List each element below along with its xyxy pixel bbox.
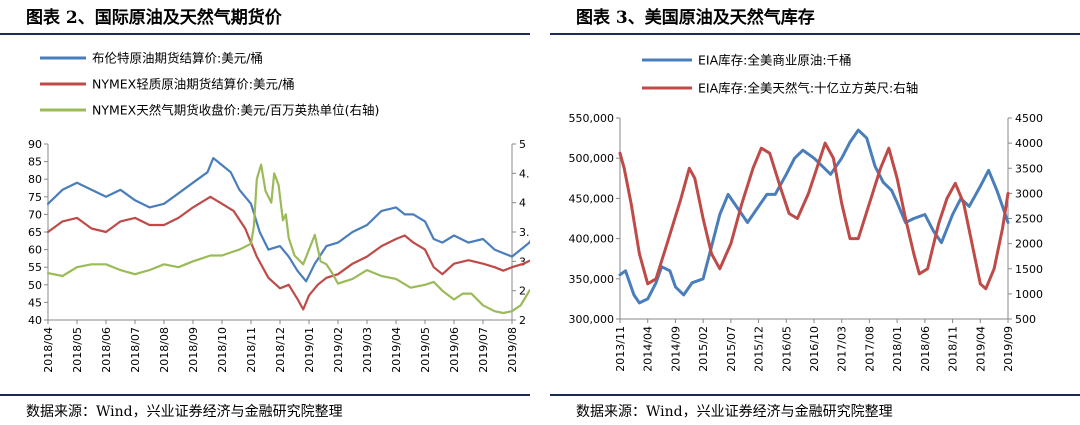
y-right-tick-label: 3.5 bbox=[519, 226, 530, 239]
x-tick-label: 2018/07 bbox=[129, 327, 142, 373]
x-tick-label: 2018/10 bbox=[216, 327, 229, 373]
legend-label: NYMEX轻质原油期货结算价:美元/桶 bbox=[92, 77, 295, 92]
x-tick-label: 2019/08 bbox=[506, 327, 519, 373]
y-left-tick-label: 300,000 bbox=[569, 313, 615, 326]
y-right-tick-label: 5 bbox=[519, 138, 526, 151]
y-right-tick-label: 2500 bbox=[1015, 213, 1043, 226]
series-line-1 bbox=[46, 157, 530, 283]
y-left-tick-label: 350,000 bbox=[569, 273, 615, 286]
y-left-tick-label: 85 bbox=[28, 156, 42, 169]
left-chart-source: 数据来源：Wind，兴业证券经济与金融研究院整理 bbox=[26, 404, 343, 420]
right-chart-source: 数据来源：Wind，兴业证券经济与金融研究院整理 bbox=[576, 404, 893, 420]
left-chart-svg: 布伦特原油期货结算价:美元/桶 NYMEX轻质原油期货结算价:美元/桶 NYMEX天… bbox=[28, 51, 530, 373]
y-right-tick-label: 2 bbox=[519, 314, 526, 327]
series-line-2 bbox=[618, 141, 1010, 291]
left-chart-title: 图表 2、国际原油及天然气期货价 bbox=[26, 8, 282, 28]
y-left-tick-label: 80 bbox=[28, 173, 42, 186]
x-tick-label: 2014/09 bbox=[669, 326, 682, 372]
x-tick-label: 2019/03 bbox=[361, 327, 374, 373]
right-chart-panel: 图表 3、美国原油及天然气库存 EIA库存:全美商业原油:千桶 EIA库存:全美天… bbox=[550, 0, 1080, 425]
y-right-tick-label: 4.5 bbox=[519, 167, 530, 180]
x-tick-label: 2019/02 bbox=[332, 327, 345, 373]
y-right-tick-label: 3 bbox=[519, 255, 526, 268]
x-tick-label: 2018/11 bbox=[245, 327, 258, 373]
y-left-tick-label: 65 bbox=[28, 226, 42, 239]
right-source-rule bbox=[550, 394, 1080, 396]
legend-label: NYMEX天然气期货收盘价:美元/百万英热单位(右轴) bbox=[92, 103, 379, 118]
y-left-tick-label: 50 bbox=[28, 279, 42, 292]
x-tick-label: 2017/08 bbox=[863, 326, 876, 372]
y-left-tick-label: 500,000 bbox=[569, 152, 615, 165]
x-tick-label: 2018/05 bbox=[71, 327, 84, 373]
x-tick-label: 2014/04 bbox=[642, 326, 655, 372]
left-chart-panel: 图表 2、国际原油及天然气期货价 布伦特原油期货结算价:美元/桶 NYMEX轻质原… bbox=[0, 0, 530, 425]
series-line-3 bbox=[46, 163, 530, 315]
y-left-tick-label: 450,000 bbox=[569, 192, 615, 205]
x-tick-label: 2015/12 bbox=[753, 326, 766, 372]
y-right-tick-label: 4500 bbox=[1015, 112, 1043, 125]
x-tick-label: 2016/05 bbox=[780, 326, 793, 372]
series-line-1 bbox=[618, 128, 1010, 305]
y-left-tick-label: 60 bbox=[28, 244, 42, 257]
y-right-tick-label: 1500 bbox=[1015, 263, 1043, 276]
y-left-tick-label: 40 bbox=[28, 314, 42, 327]
y-right-tick-label: 4 bbox=[519, 197, 526, 210]
x-tick-label: 2019/04 bbox=[974, 326, 987, 372]
y-right-tick-label: 4000 bbox=[1015, 137, 1043, 150]
x-tick-label: 2018/09 bbox=[187, 327, 200, 373]
x-tick-label: 2017/03 bbox=[836, 326, 849, 372]
y-right-tick-label: 2.5 bbox=[519, 285, 530, 298]
right-title-rule bbox=[550, 33, 1080, 35]
x-tick-label: 2018/01 bbox=[891, 326, 904, 372]
x-tick-label: 2018/06 bbox=[919, 326, 932, 372]
series-line-2 bbox=[46, 195, 530, 311]
y-left-tick-label: 400,000 bbox=[569, 233, 615, 246]
x-tick-label: 2013/11 bbox=[614, 326, 627, 372]
x-tick-label: 2016/10 bbox=[808, 326, 821, 372]
x-tick-label: 2019/01 bbox=[303, 327, 316, 373]
right-chart-svg: EIA库存:全美商业原油:千桶 EIA库存:全美天然气:十亿立方英尺:右轴 300,… bbox=[569, 53, 1044, 372]
x-tick-label: 2015/07 bbox=[725, 326, 738, 372]
y-right-tick-label: 1000 bbox=[1015, 288, 1043, 301]
y-left-tick-label: 90 bbox=[28, 138, 42, 151]
y-right-tick-label: 3000 bbox=[1015, 187, 1043, 200]
y-left-tick-label: 75 bbox=[28, 191, 42, 204]
y-right-tick-label: 3500 bbox=[1015, 162, 1043, 175]
y-left-tick-label: 45 bbox=[28, 296, 42, 309]
x-tick-label: 2018/04 bbox=[42, 327, 55, 373]
y-left-tick-label: 70 bbox=[28, 208, 42, 221]
y-right-tick-label: 2000 bbox=[1015, 238, 1043, 251]
x-tick-label: 2015/02 bbox=[697, 326, 710, 372]
x-tick-label: 2019/04 bbox=[390, 327, 403, 373]
x-tick-label: 2018/06 bbox=[100, 327, 113, 373]
x-tick-label: 2018/11 bbox=[947, 326, 960, 372]
left-source-rule bbox=[0, 394, 530, 396]
y-left-tick-label: 550,000 bbox=[569, 112, 615, 125]
y-left-tick-label: 55 bbox=[28, 261, 42, 274]
right-chart-title: 图表 3、美国原油及天然气库存 bbox=[576, 8, 815, 28]
x-tick-label: 2019/09 bbox=[1002, 326, 1015, 372]
legend-label: EIA库存:全美商业原油:千桶 bbox=[698, 53, 852, 68]
x-tick-label: 2019/05 bbox=[419, 327, 432, 373]
x-tick-label: 2019/07 bbox=[477, 327, 490, 373]
legend-label: 布伦特原油期货结算价:美元/桶 bbox=[92, 51, 263, 66]
legend-label: EIA库存:全美天然气:十亿立方英尺:右轴 bbox=[698, 81, 918, 96]
y-right-tick-label: 500 bbox=[1015, 313, 1036, 326]
left-title-rule bbox=[0, 33, 530, 35]
x-tick-label: 2019/06 bbox=[448, 327, 461, 373]
x-tick-label: 2018/12 bbox=[274, 327, 287, 373]
x-tick-label: 2018/08 bbox=[158, 327, 171, 373]
